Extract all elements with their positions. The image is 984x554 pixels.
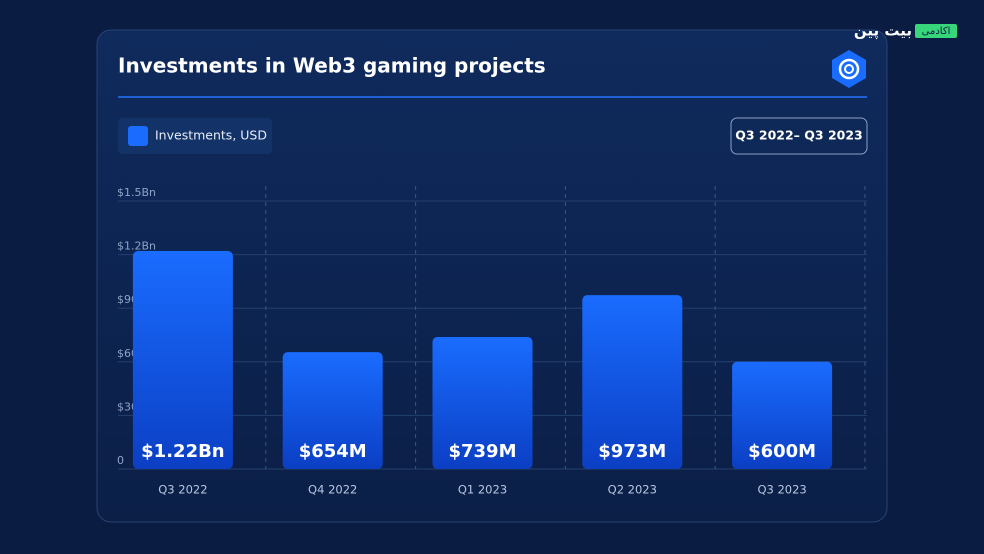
value-label: $739M <box>448 441 516 462</box>
legend-swatch <box>128 126 148 146</box>
bar <box>282 352 383 469</box>
x-tick-label: Q2 2023 <box>608 483 657 497</box>
bar <box>732 361 833 469</box>
period: Q3 2022– Q3 2023 <box>735 128 863 143</box>
brand-name: بیت پین <box>854 22 912 41</box>
y-tick-label: $1.2Bn <box>117 240 156 253</box>
period-box <box>730 117 868 155</box>
x-tick-label: Q1 2023 <box>458 483 507 497</box>
bar <box>582 295 683 469</box>
legend-label: Investments, USD <box>155 128 267 143</box>
legend <box>118 118 272 154</box>
x-tick-label: Q4 2022 <box>308 483 357 497</box>
logo <box>832 50 866 88</box>
x-tick-label: Q3 2023 <box>757 483 806 497</box>
value-label: $600M <box>748 441 816 462</box>
value-label: $1.22Bn <box>141 441 224 462</box>
brand-tag-bg <box>915 24 957 38</box>
y-tick-label: 0 <box>117 454 124 467</box>
bar <box>132 251 233 469</box>
x-tick-label: Q3 2022 <box>158 483 207 497</box>
value-label: $973M <box>598 441 666 462</box>
value-label: $654M <box>299 441 367 462</box>
y-tick-label: $1.5Bn <box>117 186 156 199</box>
chart-title: Investments in Web3 gaming projects <box>118 54 546 78</box>
brand-tag: اکادمی <box>922 26 951 37</box>
bar <box>432 336 533 469</box>
